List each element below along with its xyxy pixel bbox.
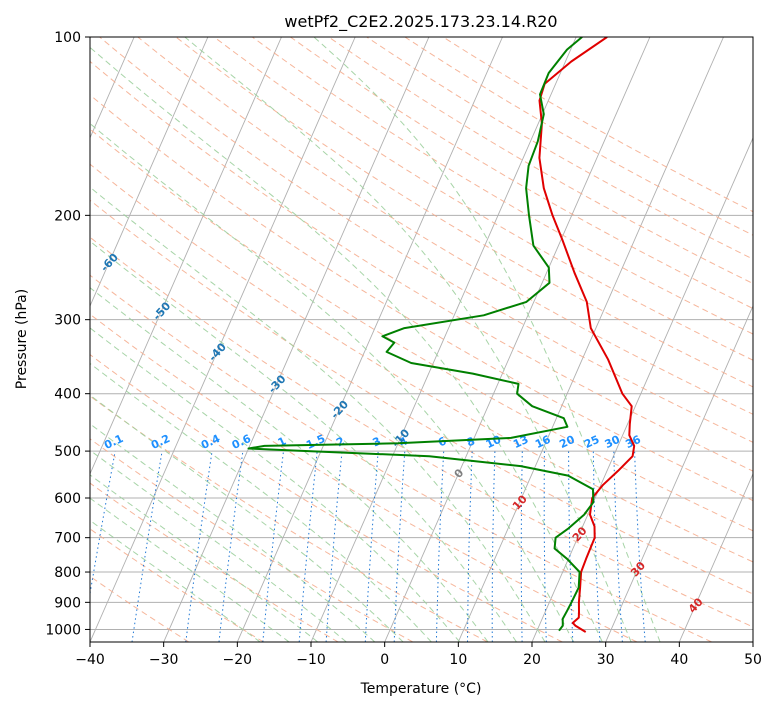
mixing-ratio-line: [298, 451, 318, 642]
dry-adiabat-line: [252, 37, 753, 335]
y-tick-label: 200: [54, 208, 81, 224]
isotherm-label: -80: [0, 146, 20, 170]
isotherm-line: [90, 37, 209, 308]
dry-adiabat-line: [290, 37, 753, 310]
dry-adiabat-line: [442, 37, 753, 213]
moist-adiabat-line: [90, 327, 461, 642]
moist-adiabat-line: [90, 423, 376, 642]
mixing-ratio-line: [634, 451, 646, 642]
x-tick-label: 50: [744, 652, 762, 668]
mixing-ratio-line: [543, 451, 547, 642]
mixing-ratio-line: [393, 451, 406, 642]
x-tick-label: 40: [670, 652, 688, 668]
y-tick-label: 500: [54, 444, 81, 460]
mixing-ratio-line: [568, 451, 574, 642]
x-tick-label: 20: [523, 652, 541, 668]
dry-adiabat-line: [90, 353, 563, 642]
isotherm-line: [752, 640, 753, 642]
dry-adiabat-line: [90, 236, 753, 628]
y-axis-title: Pressure (hPa): [14, 289, 30, 389]
y-tick-label: 600: [54, 491, 81, 507]
mixing-ratio-label: 30: [603, 433, 623, 451]
y-tick-label: 900: [54, 595, 81, 611]
dry-adiabat-line: [90, 528, 264, 642]
x-tick-label: −10: [296, 652, 326, 668]
data-series: [247, 37, 636, 633]
isotherm-line: [163, 37, 430, 642]
x-tick-label: 30: [597, 652, 615, 668]
x-tick-label: −20: [223, 652, 253, 668]
mixing-ratio-line: [218, 451, 244, 642]
moist-adiabat-line: [90, 519, 261, 642]
dry-adiabat-line: [90, 482, 339, 642]
y-tick-label: 400: [54, 387, 81, 403]
mixing-ratio-line: [131, 451, 163, 642]
mixing-ratio-label: 16: [533, 433, 553, 451]
moist-adiabat-line: [90, 240, 517, 642]
x-axis-title: Temperature (°C): [360, 681, 482, 697]
moist-adiabat-line: [184, 37, 632, 642]
moist-adiabat-line: [90, 122, 575, 642]
isotherm-line: [90, 37, 282, 475]
dry-adiabat-line: [366, 37, 753, 260]
x-tick-label: 10: [449, 652, 467, 668]
dry-adiabat-line: [90, 199, 753, 595]
x-tick-label: −40: [75, 652, 105, 668]
plot-frame: [89, 36, 754, 643]
mixing-ratio-line: [435, 451, 445, 642]
isotherm-line: [0, 37, 61, 642]
mixing-ratio-line: [364, 451, 379, 642]
mixing-ratio-line: [467, 451, 473, 642]
temperature-profile-line: [538, 37, 636, 633]
x-tick-label: 0: [380, 652, 389, 668]
isotherm-line: [236, 37, 503, 642]
y-tick-label: 700: [54, 531, 81, 547]
isotherm-line: [531, 136, 753, 642]
mixing-ratio-line: [325, 451, 343, 642]
mixing-ratio-line: [613, 451, 623, 642]
dry-adiabat-line: [90, 94, 753, 502]
mixing-ratio-label: 10: [484, 433, 504, 451]
moist-adiabat-line: [90, 497, 290, 642]
isotherm-line: [90, 37, 356, 642]
isotherm-line: [384, 37, 651, 642]
mixing-ratio-line: [520, 451, 523, 642]
y-tick-label: 300: [54, 313, 81, 329]
moist-adiabat-line: [90, 287, 489, 642]
y-axis: 100 200 300 400 500 600 700 800 900 1000: [45, 30, 90, 638]
y-tick-label: 100: [54, 30, 81, 46]
dry-adiabat-line: [90, 60, 753, 472]
y-tick-label: 800: [54, 565, 81, 581]
reference-lines: [0, 37, 753, 642]
moist-adiabat-line: [90, 474, 319, 642]
dry-adiabat-line: [213, 37, 753, 361]
isotherm-line: [457, 37, 724, 642]
isotherm-line: [605, 304, 753, 642]
y-tick-label: 1000: [45, 622, 81, 638]
moist-adiabat-line: [90, 394, 404, 642]
x-axis: −40 −30 −20 −10 0 10 20 30 40 50: [75, 642, 762, 668]
chart-title: wetPf2_C2E2.2025.173.23.14.R20: [284, 12, 557, 32]
moist-adiabat-line: [90, 46, 603, 642]
mixing-ratio-label: 20: [557, 433, 577, 451]
moist-adiabat-line: [90, 362, 432, 642]
mixing-ratio-line: [592, 451, 601, 642]
mixing-ratio-line: [185, 451, 213, 642]
dewpoint-profile-line: [247, 37, 595, 632]
dry-adiabat-line: [404, 37, 753, 236]
isotherm-line: [678, 472, 753, 642]
mixing-ratio-line: [262, 451, 284, 642]
mixing-ratio-label: 25: [582, 433, 601, 451]
dry-adiabat-line: [90, 163, 753, 563]
mixing-ratio-line: [491, 451, 496, 642]
dry-adiabat-line: [90, 274, 712, 642]
dry-adiabat-line: [328, 37, 753, 285]
x-tick-label: −30: [149, 652, 179, 668]
